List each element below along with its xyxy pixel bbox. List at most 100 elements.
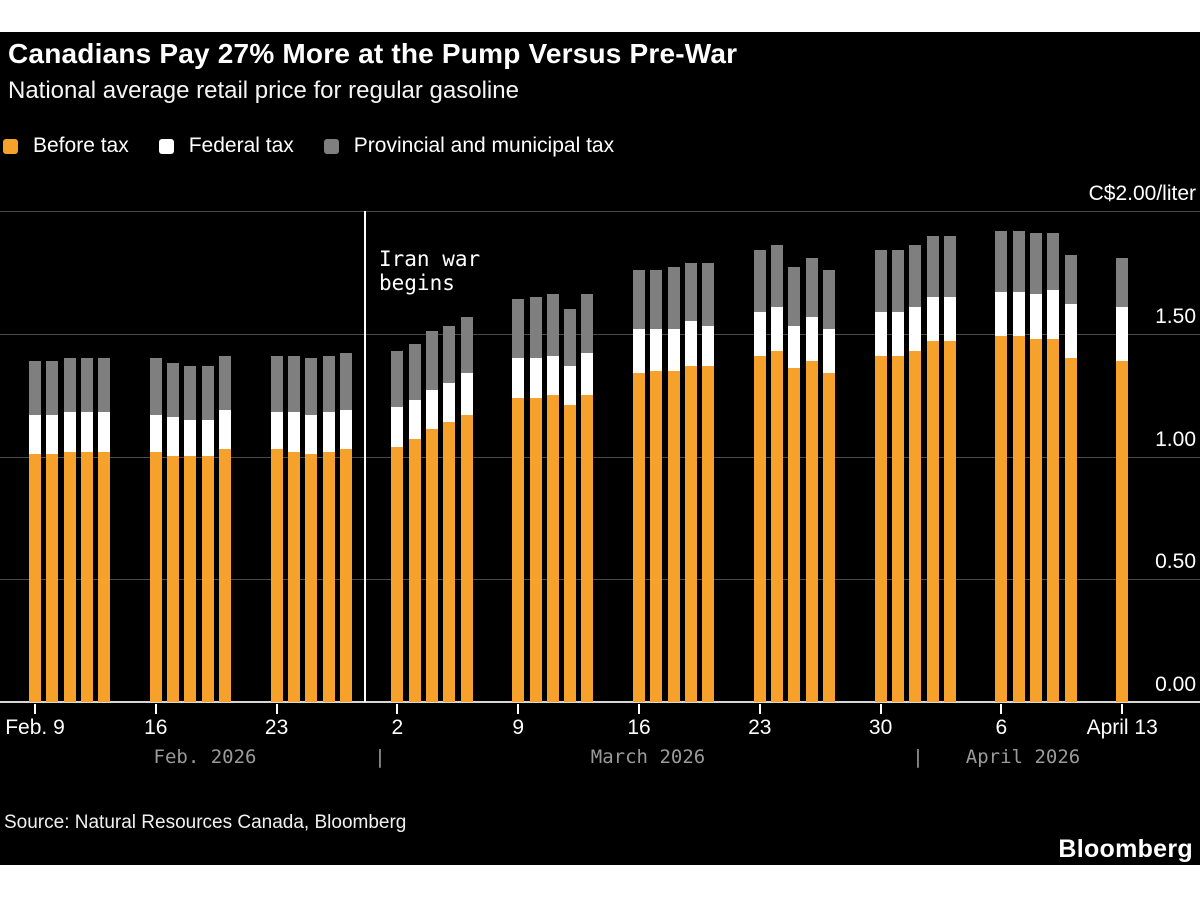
- federal-tax-segment: [201, 419, 214, 457]
- provincial-tax-segment: [581, 294, 594, 354]
- provincial-tax-segment: [46, 360, 59, 415]
- before-tax-segment: [943, 341, 956, 702]
- before-tax-segment: [339, 449, 352, 702]
- federal-tax-segment: [1012, 292, 1025, 337]
- stacked-bar: [529, 296, 542, 702]
- gridline: [0, 333, 1200, 335]
- stacked-bar: [891, 250, 904, 702]
- stacked-bar: [339, 353, 352, 702]
- before-tax-segment: [702, 365, 715, 702]
- stacked-bar: [512, 299, 525, 702]
- provincial-tax-segment: [995, 230, 1008, 292]
- federal-tax-segment: [270, 412, 283, 450]
- provincial-tax-segment: [1064, 255, 1077, 305]
- before-tax-segment: [753, 355, 766, 702]
- provincial-tax-segment: [874, 250, 887, 312]
- federal-tax-segment: [408, 400, 421, 440]
- provincial-tax-segment: [426, 331, 438, 391]
- chart-title: Canadians Pay 27% More at the Pump Versu…: [8, 38, 738, 69]
- federal-tax-segment: [1116, 306, 1129, 361]
- stacked-bar: [443, 326, 456, 702]
- iran-war-annotation: Iran war begins: [379, 247, 481, 295]
- before-tax-segment: [564, 404, 577, 702]
- federal-tax-segment: [80, 412, 93, 452]
- legend-label: Provincial and municipal tax: [353, 134, 615, 157]
- federal-tax-segment: [287, 412, 300, 452]
- stacked-bar: [322, 355, 335, 702]
- federal-tax-segment: [529, 358, 542, 398]
- provincial-tax-segment: [63, 358, 76, 413]
- federal-tax-segment: [1030, 294, 1042, 339]
- y-axis-label: 0.00: [1155, 673, 1196, 696]
- provincial-tax-segment: [667, 267, 680, 329]
- plot-area: 1.50 1.00 0.50 0.00 Feb. 9 16 23 2 9 16 23 30 6 April…: [0, 32, 1200, 865]
- stacked-bar: [1064, 255, 1077, 702]
- provincial-tax-segment: [943, 235, 956, 297]
- chart-background: Canadians Pay 27% More at the Pump Versu…: [0, 32, 1200, 865]
- before-tax-segment: [80, 451, 93, 702]
- provincial-tax-segment: [529, 296, 542, 359]
- provincial-tax-segment: [564, 309, 577, 366]
- before-tax-segment: [426, 429, 438, 702]
- x-axis-tick: [638, 704, 640, 714]
- y-axis-label: 1.00: [1155, 427, 1196, 451]
- provincial-tax-segment: [702, 262, 715, 327]
- federal-tax-segment: [167, 417, 180, 457]
- stacked-bar: [1047, 233, 1060, 702]
- x-axis-tick-label: 6: [995, 716, 1008, 739]
- stacked-bar: [753, 250, 766, 702]
- before-tax-segment: [1012, 336, 1025, 702]
- stacked-bar: [80, 358, 93, 702]
- before-tax-segment: [805, 360, 818, 702]
- provincial-tax-segment: [512, 299, 525, 359]
- federal-tax-segment: [874, 311, 887, 356]
- provincial-tax-segment: [1030, 233, 1042, 295]
- stacked-bar: [391, 350, 404, 702]
- before-tax-segment: [771, 350, 784, 702]
- month-separator: |: [912, 746, 924, 768]
- federal-tax-segment: [771, 306, 784, 351]
- stacked-bar: [63, 358, 76, 702]
- legend-item-provincial-tax: Provincial and municipal tax: [323, 134, 615, 158]
- stacked-bar: [1030, 233, 1042, 702]
- x-axis-tick-label: 23: [264, 716, 289, 739]
- stacked-bar: [29, 360, 41, 702]
- provincial-tax-segment: [460, 316, 473, 374]
- provincial-tax-segment: [1012, 230, 1025, 292]
- stacked-bar: [874, 250, 887, 702]
- federal-tax-segment: [1047, 289, 1060, 339]
- before-tax-swatch-icon: [3, 138, 18, 154]
- before-tax-segment: [1116, 360, 1129, 702]
- before-tax-segment: [650, 370, 663, 702]
- provincial-tax-segment: [771, 245, 784, 307]
- x-axis-tick: [34, 704, 36, 714]
- stacked-bar: [460, 316, 473, 702]
- stacked-bar: [546, 294, 559, 702]
- x-axis-tick: [758, 704, 761, 714]
- stacked-bar: [46, 360, 59, 702]
- before-tax-segment: [219, 449, 231, 702]
- stacked-bar: [702, 262, 715, 702]
- chart-subtitle: National average retail price for regula…: [8, 77, 519, 104]
- stacked-bar: [633, 269, 645, 702]
- federal-tax-segment: [426, 390, 438, 430]
- stacked-bar: [270, 355, 283, 702]
- stacked-bar: [408, 343, 421, 702]
- provincial-tax-segment: [1047, 233, 1060, 290]
- federal-tax-swatch-icon: [158, 138, 174, 154]
- provincial-tax-segment: [149, 358, 162, 415]
- provincial-tax-segment: [391, 350, 404, 408]
- source-note: Source: Natural Resources Canada, Bloomb…: [4, 812, 407, 833]
- month-label: March 2026: [590, 746, 706, 768]
- stacked-bar: [305, 358, 318, 702]
- x-axis-tick: [275, 704, 278, 714]
- provincial-tax-segment: [29, 360, 41, 415]
- x-axis-tick: [154, 704, 157, 714]
- provincial-tax-segment: [270, 355, 283, 413]
- provincial-tax-segment: [891, 250, 904, 312]
- before-tax-segment: [546, 395, 559, 702]
- before-tax-segment: [63, 451, 76, 702]
- federal-tax-segment: [943, 296, 956, 342]
- before-tax-segment: [581, 395, 594, 702]
- federal-tax-segment: [909, 306, 922, 351]
